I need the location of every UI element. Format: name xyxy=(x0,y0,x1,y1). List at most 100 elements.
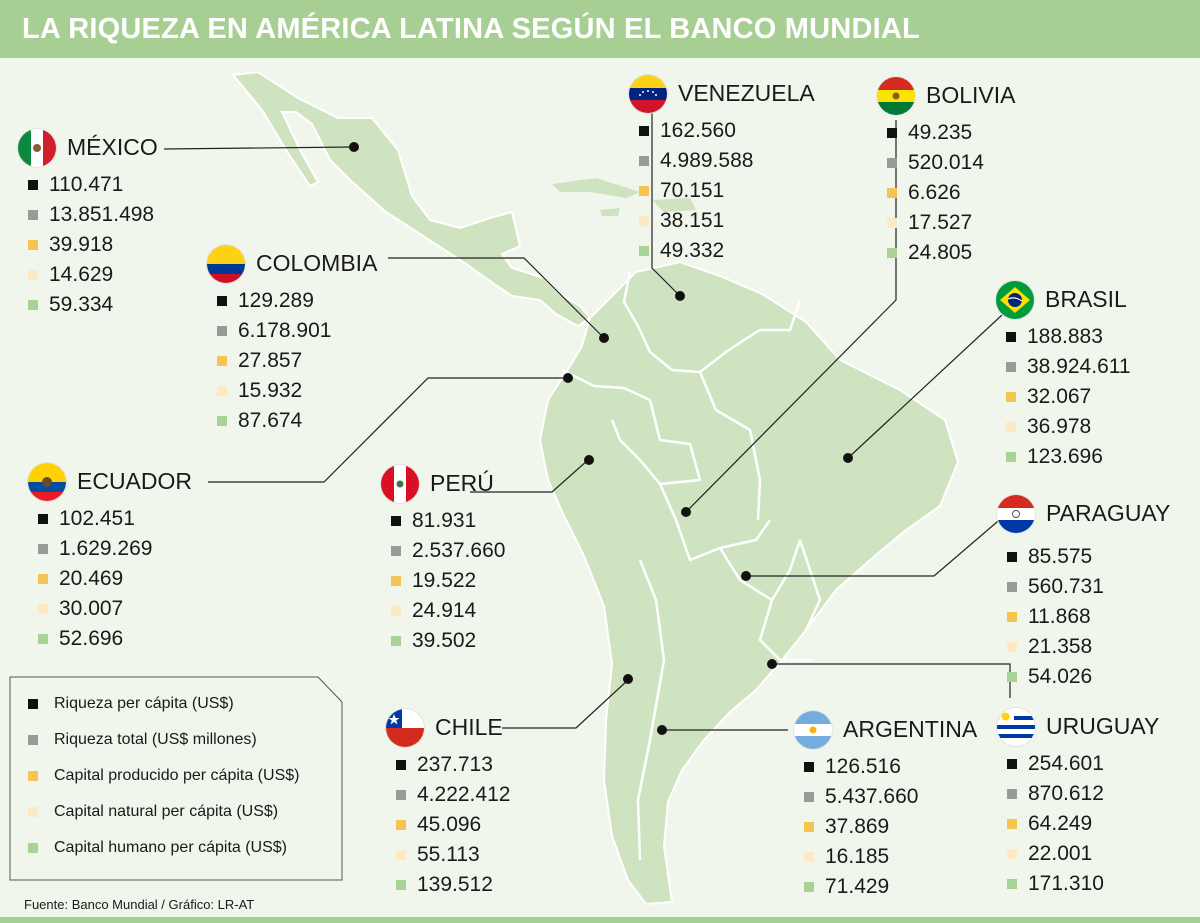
country-name: ARGENTINA xyxy=(843,716,978,742)
country-values: 102.451 1.629.269 20.469 30.007 52.696 xyxy=(27,504,152,654)
country-header: VENEZUELA xyxy=(628,74,815,116)
value-riqueza-per-capita: 110.471 xyxy=(17,170,154,200)
value-capital-producido: 19.522 xyxy=(380,566,505,596)
value-capital-humano: 39.502 xyxy=(380,626,505,656)
country-values: 129.289 6.178.901 27.857 15.932 87.674 xyxy=(206,286,331,436)
land-south-america xyxy=(538,260,960,906)
land-hispaniola xyxy=(652,198,696,212)
value-capital-natural: 14.629 xyxy=(17,260,154,290)
country-name: COLOMBIA xyxy=(256,250,378,276)
value-riqueza-per-capita: 126.516 xyxy=(793,752,918,782)
value-riqueza-per-capita: 81.931 xyxy=(380,506,505,536)
country-header: CHILE xyxy=(385,708,510,750)
legend: Riqueza per cápita (US$) Riqueza total (… xyxy=(20,688,342,868)
leader-line-ecuador xyxy=(208,377,568,483)
country-borders xyxy=(561,271,822,861)
value-capital-natural: 36.978 xyxy=(995,412,1131,442)
land-mexico-central-america xyxy=(231,70,592,328)
country-values: 188.883 38.924.611 32.067 36.978 123.696 xyxy=(995,322,1131,472)
country-block-peru: PERÚ 81.931 2.537.660 19.522 24.914 39.5… xyxy=(380,464,505,656)
legend-swatch-green xyxy=(28,843,38,853)
country-name: CHILE xyxy=(435,714,503,740)
leader-line-paraguay xyxy=(746,515,1005,577)
leader-line-mexico xyxy=(163,146,354,150)
country-name: MÉXICO xyxy=(67,134,158,160)
value-riqueza-total: 4.222.412 xyxy=(385,780,510,810)
value-capital-natural: 22.001 xyxy=(996,839,1104,869)
country-values: 126.516 5.437.660 37.869 16.185 71.429 xyxy=(793,752,918,902)
value-capital-natural: 38.151 xyxy=(628,206,753,236)
page-title: LA RIQUEZA EN AMÉRICA LATINA SEGÚN EL BA… xyxy=(22,13,920,45)
value-capital-natural: 21.358 xyxy=(996,632,1104,662)
country-name: VENEZUELA xyxy=(678,80,815,106)
bolivia-flag-icon xyxy=(876,76,916,116)
value-capital-natural: 24.914 xyxy=(380,596,505,626)
value-capital-humano: 52.696 xyxy=(27,624,152,654)
legend-swatch-gray xyxy=(28,735,38,745)
legend-swatch-cream xyxy=(28,807,38,817)
value-riqueza-total: 4.989.588 xyxy=(628,146,753,176)
country-block-uruguay: URUGUAY 254.601 870.612 64.249 22.001 17… xyxy=(996,707,1159,899)
value-capital-producido: 11.868 xyxy=(996,602,1104,632)
country-header: PARAGUAY xyxy=(996,494,1170,536)
leader-lines xyxy=(163,112,1011,731)
value-capital-natural: 55.113 xyxy=(385,840,510,870)
country-name: PERÚ xyxy=(430,470,494,496)
value-riqueza-per-capita: 102.451 xyxy=(27,504,152,534)
country-values: 110.471 13.851.498 39.918 14.629 59.334 xyxy=(17,170,154,320)
value-capital-humano: 59.334 xyxy=(17,290,154,320)
country-values: 237.713 4.222.412 45.096 55.113 139.512 xyxy=(385,750,510,900)
country-header: BOLIVIA xyxy=(876,76,1015,118)
country-name: PARAGUAY xyxy=(1046,500,1171,526)
value-riqueza-per-capita: 85.575 xyxy=(996,542,1104,572)
country-header: COLOMBIA xyxy=(206,244,377,286)
value-capital-producido: 37.869 xyxy=(793,812,918,842)
country-block-chile: CHILE 237.713 4.222.412 45.096 55.113 13… xyxy=(385,708,510,900)
source-credit: Fuente: Banco Mundial / Gráfico: LR-AT xyxy=(24,897,255,912)
title-bar: LA RIQUEZA EN AMÉRICA LATINA SEGÚN EL BA… xyxy=(0,0,1200,58)
value-riqueza-total: 1.629.269 xyxy=(27,534,152,564)
legend-item: Capital natural per cápita (US$) xyxy=(20,796,342,832)
mexico-flag-icon xyxy=(17,128,57,168)
value-capital-natural: 16.185 xyxy=(793,842,918,872)
value-riqueza-per-capita: 254.601 xyxy=(996,749,1104,779)
value-capital-producido: 45.096 xyxy=(385,810,510,840)
value-riqueza-per-capita: 49.235 xyxy=(876,118,984,148)
country-header: PERÚ xyxy=(380,464,505,506)
legend-item: Riqueza per cápita (US$) xyxy=(20,688,342,724)
chile-flag-icon xyxy=(385,708,425,748)
ecuador-flag-icon xyxy=(27,462,67,502)
leader-line-brasil xyxy=(847,314,1003,459)
legend-swatch-yellow xyxy=(28,771,38,781)
dot-chile xyxy=(623,674,633,684)
value-capital-producido: 32.067 xyxy=(995,382,1131,412)
value-capital-producido: 6.626 xyxy=(876,178,984,208)
colombia-flag-icon xyxy=(206,244,246,284)
value-capital-natural: 17.527 xyxy=(876,208,984,238)
value-riqueza-total: 870.612 xyxy=(996,779,1104,809)
leader-line-venezuela xyxy=(651,112,681,297)
country-values: 85.575 560.731 11.868 21.358 54.026 xyxy=(996,536,1104,692)
dot-brasil xyxy=(843,453,853,463)
country-header: ECUADOR xyxy=(27,462,192,504)
uruguay-flag-icon xyxy=(996,707,1036,747)
dot-mexico xyxy=(349,142,359,152)
dot-bolivia xyxy=(681,507,691,517)
value-capital-producido: 39.918 xyxy=(17,230,154,260)
value-riqueza-total: 2.537.660 xyxy=(380,536,505,566)
brazil-flag-icon xyxy=(995,280,1035,320)
country-values: 254.601 870.612 64.249 22.001 171.310 xyxy=(996,749,1104,899)
peru-flag-icon xyxy=(380,464,420,504)
country-block-argentina: ARGENTINA 126.516 5.437.660 37.869 16.18… xyxy=(793,710,977,902)
country-values: 162.560 4.989.588 70.151 38.151 49.332 xyxy=(628,116,753,266)
value-capital-humano: 71.429 xyxy=(793,872,918,902)
leader-line-colombia xyxy=(388,257,605,339)
value-riqueza-per-capita: 129.289 xyxy=(206,286,331,316)
country-name: BRASIL xyxy=(1045,286,1127,312)
dot-paraguay xyxy=(741,571,751,581)
country-name: URUGUAY xyxy=(1046,713,1160,739)
country-block-brasil: BRASIL 188.883 38.924.611 32.067 36.978 … xyxy=(995,280,1131,472)
value-riqueza-total: 6.178.901 xyxy=(206,316,331,346)
